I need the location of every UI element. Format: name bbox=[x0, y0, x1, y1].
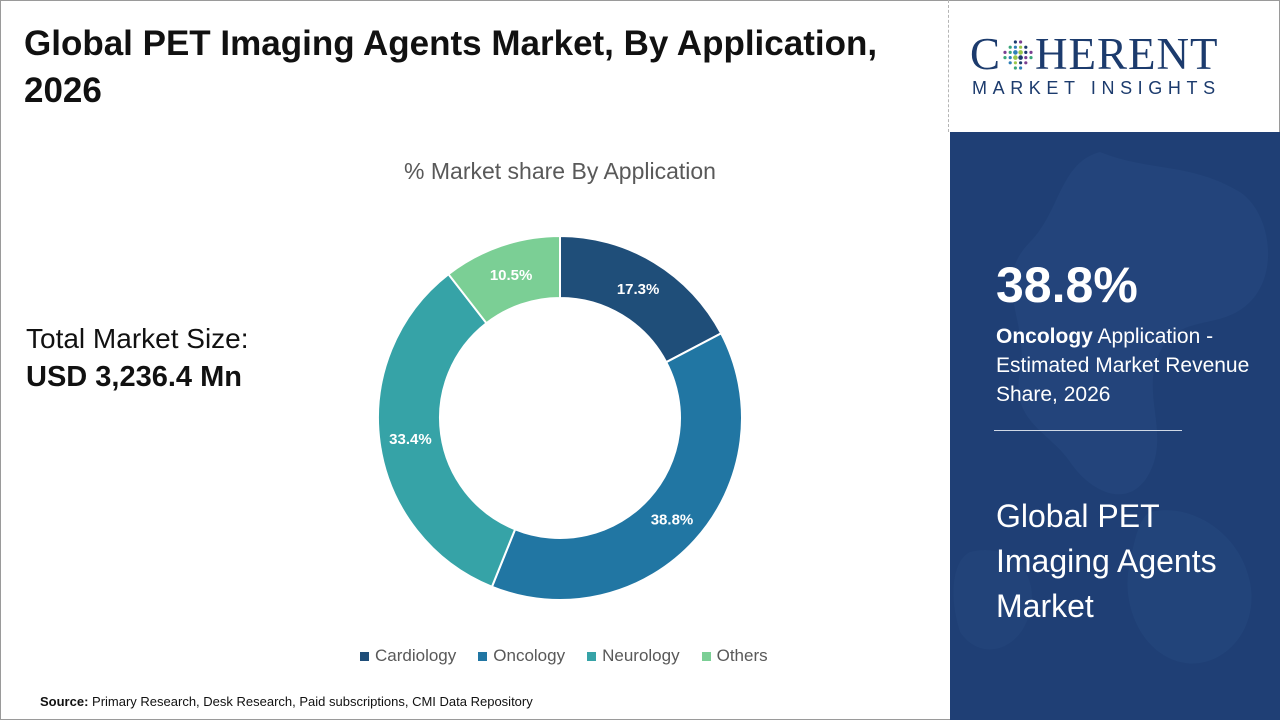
highlight-segment: Oncology bbox=[996, 325, 1093, 348]
source-text: Primary Research, Desk Research, Paid su… bbox=[92, 694, 533, 709]
source-label: Source: bbox=[40, 694, 89, 709]
highlight-text: Application - Estimated Market Revenue S… bbox=[996, 325, 1250, 406]
donut-label-others: 10.5% bbox=[490, 267, 533, 284]
panel-title: Global PET Imaging Agents Market bbox=[996, 498, 1217, 624]
chart-title: % Market share By Application bbox=[404, 158, 716, 184]
legend-swatch bbox=[478, 651, 488, 661]
legend-swatch bbox=[587, 651, 597, 661]
highlight-percent: 38.8% bbox=[996, 257, 1138, 313]
legend-label: Oncology bbox=[493, 646, 566, 665]
legend-swatch bbox=[701, 651, 711, 661]
highlight-panel: 38.8% Oncology Application - Estimated M… bbox=[950, 132, 1280, 720]
total-market-label: Total Market Size: bbox=[26, 323, 249, 354]
donut-chart: 17.3% 38.8% 33.4% 10.5% bbox=[377, 234, 743, 601]
source-note: Source: Primary Research, Desk Research,… bbox=[40, 694, 533, 709]
header-divider bbox=[948, 0, 949, 132]
logo-subtitle: MARKET INSIGHTS bbox=[972, 78, 1221, 98]
legend-item-oncology: Oncology bbox=[478, 646, 565, 666]
legend-item-neurology: Neurology bbox=[587, 646, 680, 666]
logo-first-letter: C bbox=[970, 29, 1002, 79]
legend-item-cardiology: Cardiology bbox=[360, 646, 456, 666]
legend-label: Neurology bbox=[602, 646, 680, 665]
legend-swatch bbox=[360, 651, 369, 661]
world-map-background bbox=[953, 152, 1269, 664]
panel-divider bbox=[994, 430, 1182, 431]
chart-legend: Cardiology Oncology Neurology Others bbox=[360, 646, 768, 666]
donut-slice-neurology bbox=[377, 272, 517, 589]
donut-slice-oncology bbox=[490, 331, 743, 601]
page-title: Global PET Imaging Agents Market, By App… bbox=[24, 24, 878, 110]
donut-slice-others bbox=[447, 234, 561, 325]
donut-label-neurology: 33.4% bbox=[389, 431, 432, 448]
highlight-description: Oncology Application - Estimated Market … bbox=[996, 322, 1256, 409]
donut-slice-cardiology bbox=[559, 234, 723, 364]
logo-dot-icon bbox=[1003, 40, 1033, 70]
legend-item-others: Others bbox=[701, 646, 768, 666]
total-market-value: USD 3,236.4 Mn bbox=[26, 361, 242, 393]
logo-wordmark: C HERENT bbox=[970, 28, 1219, 80]
company-logo: C HERENT MARKET INSIGHTS bbox=[950, 0, 1280, 132]
logo-rest: HERENT bbox=[1035, 29, 1219, 79]
donut-label-cardiology: 17.3% bbox=[617, 281, 660, 298]
legend-label: Cardiology bbox=[375, 646, 457, 665]
legend-label: Others bbox=[716, 646, 768, 665]
donut-label-oncology: 38.8% bbox=[651, 511, 694, 528]
